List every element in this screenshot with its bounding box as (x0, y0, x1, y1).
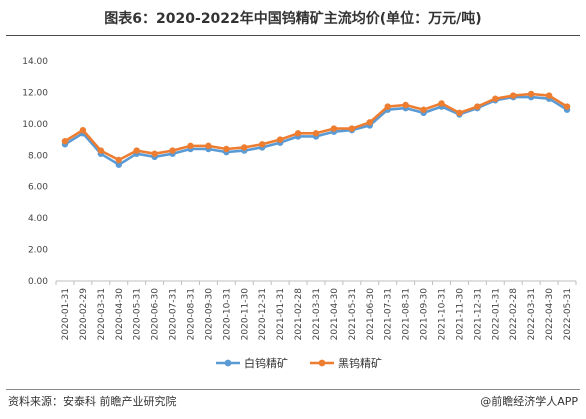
x-tick-label: 2022-05-31 (563, 288, 573, 340)
x-tick-label: 2021-12-31 (473, 288, 483, 340)
brand-label: @前瞻经济学人APP (480, 395, 578, 408)
data-point-2 (61, 137, 69, 145)
footer-divider (6, 389, 580, 390)
x-tick-label: 2021-04-30 (330, 288, 340, 341)
x-tick-label: 2021-07-31 (384, 288, 394, 340)
x-tick-label: 2020-08-31 (186, 288, 196, 340)
x-tick-label: 2021-02-28 (294, 288, 304, 341)
chart-title: 图表6：2020-2022年中国钨精矿主流均价(单位：万元/吨) (104, 11, 482, 27)
y-tick-label: 2.00 (28, 246, 48, 256)
data-point-2 (438, 100, 445, 107)
data-point-2 (545, 92, 553, 99)
data-point-2 (187, 142, 194, 150)
source-note: 资料来源：安泰科 前瞻产业研究院 (8, 395, 177, 408)
data-point-2 (492, 95, 499, 102)
series-line-2 (64, 92, 568, 162)
data-point-2 (366, 119, 373, 126)
data-point-2 (420, 106, 427, 113)
data-point-2 (510, 92, 517, 99)
x-tick-label: 2021-09-30 (420, 288, 430, 341)
legend-label: 白钨精矿 (244, 356, 288, 370)
x-tick-label: 2020-09-30 (204, 288, 214, 341)
data-point-2 (294, 130, 302, 137)
x-tick-label: 2022-03-31 (527, 288, 537, 340)
y-tick-label: 12.00 (22, 88, 48, 98)
data-point-2 (97, 147, 105, 154)
data-point-2 (402, 101, 409, 109)
data-point-2 (205, 142, 212, 150)
x-tick-label: 2020-12-31 (258, 288, 268, 340)
x-tick-label: 2022-04-30 (545, 288, 555, 341)
data-point-2 (223, 145, 230, 153)
data-point-2 (169, 147, 176, 154)
x-tick-label: 2021-03-31 (312, 288, 322, 340)
data-point-1 (115, 161, 122, 168)
x-tick-label: 2021-11-30 (455, 288, 465, 341)
data-point-2 (133, 147, 140, 154)
data-point-2 (330, 125, 338, 132)
data-point-2 (115, 156, 122, 164)
x-tick-label: 2020-10-31 (222, 288, 232, 340)
y-tick-label: 8.00 (28, 151, 48, 161)
y-tick-label: 0.00 (28, 277, 48, 287)
x-tick-label: 2021-01-31 (276, 288, 286, 340)
x-tick-label: 2020-04-30 (115, 288, 125, 341)
legend-swatch-marker (318, 359, 326, 367)
x-tick-label: 2020-01-31 (61, 288, 71, 340)
data-point-2 (312, 130, 320, 137)
x-tick-label: 2020-02-29 (79, 288, 89, 341)
x-tick-label: 2021-05-31 (348, 288, 358, 340)
x-tick-label: 2020-11-30 (240, 288, 250, 341)
y-tick-label: 4.00 (28, 214, 48, 224)
x-tick-label: 2020-07-31 (169, 288, 179, 340)
data-point-2 (276, 136, 284, 143)
x-tick-label: 2022-02-28 (509, 288, 519, 341)
x-tick-label: 2020-05-31 (133, 288, 143, 340)
data-point-2 (241, 144, 248, 151)
y-tick-label: 10.00 (22, 120, 48, 130)
x-tick-label: 2021-08-31 (402, 288, 412, 340)
legend-swatch-marker (224, 359, 232, 367)
y-tick-label: 6.00 (28, 183, 48, 193)
data-point-2 (474, 103, 481, 110)
x-tick-label: 2021-10-31 (438, 288, 448, 340)
data-point-2 (563, 103, 571, 110)
x-tick-label: 2021-06-30 (366, 288, 376, 341)
data-point-2 (348, 125, 356, 132)
title-divider (6, 35, 580, 36)
data-point-2 (259, 141, 266, 148)
x-tick-label: 2022-01-31 (491, 288, 501, 340)
data-point-2 (527, 90, 535, 98)
data-point-2 (151, 150, 158, 157)
y-tick-label: 14.00 (22, 57, 48, 67)
x-tick-label: 2020-06-30 (151, 288, 161, 341)
data-point-2 (384, 103, 391, 110)
data-point-2 (456, 109, 463, 117)
data-point-2 (79, 126, 87, 134)
legend-label: 黑钨精矿 (338, 357, 382, 370)
x-tick-label: 2020-03-31 (97, 288, 107, 340)
